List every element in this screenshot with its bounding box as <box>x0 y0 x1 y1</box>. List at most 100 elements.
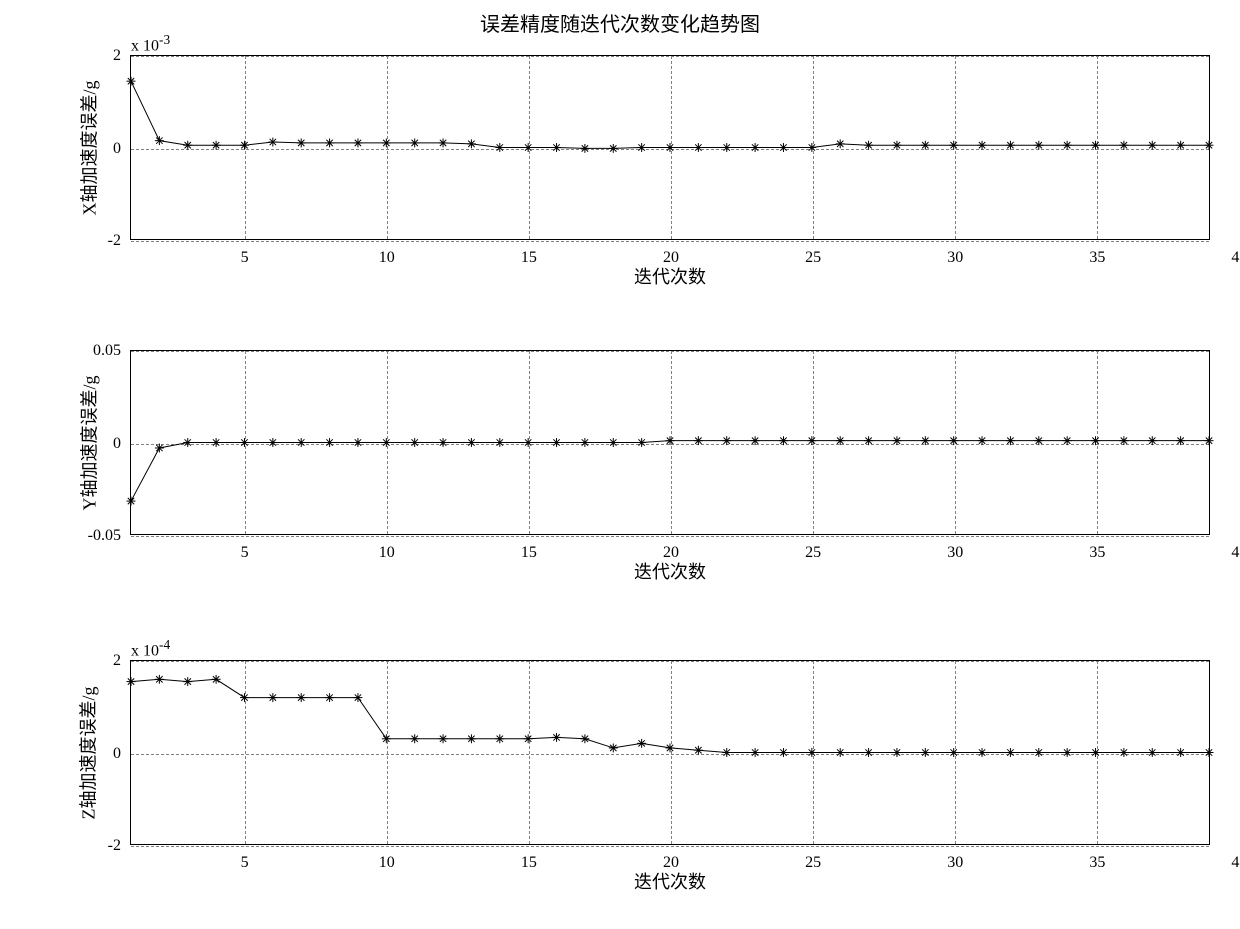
marker-star-icon <box>1148 141 1157 150</box>
marker-star-icon <box>495 734 504 743</box>
grid-line-h <box>131 536 1209 537</box>
marker-star-icon <box>183 141 192 150</box>
marker-star-icon <box>127 77 136 86</box>
x-tick-label: 20 <box>663 854 679 872</box>
marker-star-icon <box>751 748 760 757</box>
marker-star-icon <box>1119 436 1128 445</box>
marker-star-icon <box>1091 748 1100 757</box>
marker-star-icon <box>637 438 646 447</box>
marker-star-icon <box>1034 748 1043 757</box>
marker-star-icon <box>382 438 391 447</box>
marker-star-icon <box>864 141 873 150</box>
x-tick-label: 5 <box>241 854 249 872</box>
marker-star-icon <box>212 438 221 447</box>
marker-star-icon <box>921 141 930 150</box>
marker-star-icon <box>495 143 504 152</box>
marker-star-icon <box>722 436 731 445</box>
marker-star-icon <box>1205 436 1214 445</box>
figure: 误差精度随迭代次数变化趋势图 X轴加速度误差/g迭代次数x 10-3510152… <box>0 0 1240 929</box>
marker-star-icon <box>439 438 448 447</box>
x-tick-label: 30 <box>947 249 963 267</box>
marker-star-icon <box>751 436 760 445</box>
marker-star-icon <box>580 144 589 153</box>
series-line <box>131 81 1209 148</box>
marker-star-icon <box>949 141 958 150</box>
marker-star-icon <box>666 436 675 445</box>
marker-star-icon <box>694 746 703 755</box>
marker-star-icon <box>637 739 646 748</box>
marker-star-icon <box>1205 748 1214 757</box>
marker-star-icon <box>609 144 618 153</box>
y-tick-label: 0 <box>113 435 121 453</box>
marker-star-icon <box>807 143 816 152</box>
marker-star-icon <box>1006 141 1015 150</box>
marker-star-icon <box>240 693 249 702</box>
marker-star-icon <box>382 138 391 147</box>
marker-star-icon <box>268 693 277 702</box>
plot-area: Y轴加速度误差/g迭代次数510152025303540-0.0500.05 <box>130 350 1210 535</box>
marker-star-icon <box>240 438 249 447</box>
marker-star-icon <box>127 677 136 686</box>
marker-star-icon <box>1119 141 1128 150</box>
marker-star-icon <box>1091 141 1100 150</box>
x-tick-label: 35 <box>1089 249 1105 267</box>
marker-star-icon <box>892 141 901 150</box>
marker-star-icon <box>978 748 987 757</box>
axis-multiplier: x 10-4 <box>131 637 170 660</box>
marker-star-icon <box>524 438 533 447</box>
marker-star-icon <box>439 734 448 743</box>
marker-star-icon <box>949 748 958 757</box>
marker-star-icon <box>836 748 845 757</box>
marker-star-icon <box>580 734 589 743</box>
marker-star-icon <box>297 438 306 447</box>
marker-star-icon <box>836 436 845 445</box>
marker-star-icon <box>666 143 675 152</box>
marker-star-icon <box>807 748 816 757</box>
series-line <box>131 441 1209 501</box>
x-tick-label: 40 <box>1231 854 1240 872</box>
marker-star-icon <box>353 693 362 702</box>
marker-star-icon <box>694 143 703 152</box>
marker-star-icon <box>978 436 987 445</box>
data-series <box>131 56 1209 239</box>
marker-star-icon <box>155 136 164 145</box>
marker-star-icon <box>495 438 504 447</box>
marker-star-icon <box>410 138 419 147</box>
marker-star-icon <box>694 436 703 445</box>
marker-star-icon <box>1063 436 1072 445</box>
x-tick-label: 35 <box>1089 544 1105 562</box>
marker-star-icon <box>1034 436 1043 445</box>
marker-star-icon <box>609 743 618 752</box>
marker-star-icon <box>1091 436 1100 445</box>
marker-star-icon <box>1148 436 1157 445</box>
marker-star-icon <box>1176 748 1185 757</box>
x-tick-label: 20 <box>663 544 679 562</box>
marker-star-icon <box>1006 436 1015 445</box>
marker-star-icon <box>212 675 221 684</box>
marker-star-icon <box>382 734 391 743</box>
marker-star-icon <box>1176 436 1185 445</box>
marker-star-icon <box>155 675 164 684</box>
marker-star-icon <box>325 138 334 147</box>
x-tick-label: 40 <box>1231 544 1240 562</box>
figure-title: 误差精度随迭代次数变化趋势图 <box>0 8 1240 37</box>
marker-star-icon <box>467 438 476 447</box>
x-tick-label: 20 <box>663 249 679 267</box>
marker-star-icon <box>297 693 306 702</box>
marker-star-icon <box>325 438 334 447</box>
marker-star-icon <box>155 444 164 453</box>
marker-star-icon <box>666 743 675 752</box>
plot-area: Z轴加速度误差/g迭代次数x 10-4510152025303540-202 <box>130 660 1210 845</box>
marker-star-icon <box>467 139 476 148</box>
marker-star-icon <box>637 143 646 152</box>
x-tick-label: 25 <box>805 249 821 267</box>
subplot-x-axis-error: X轴加速度误差/g迭代次数x 10-3510152025303540-202 <box>130 55 1210 240</box>
y-tick-label: 0 <box>113 745 121 763</box>
marker-star-icon <box>410 438 419 447</box>
y-tick-label: -0.05 <box>88 527 121 545</box>
x-tick-label: 15 <box>521 249 537 267</box>
marker-star-icon <box>183 677 192 686</box>
series-line <box>131 679 1209 752</box>
marker-star-icon <box>297 138 306 147</box>
marker-star-icon <box>353 138 362 147</box>
